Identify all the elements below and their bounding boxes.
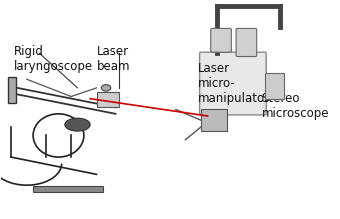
Text: Rigid
laryngoscope: Rigid laryngoscope: [14, 45, 93, 73]
Text: Laser
micro-
manipulator: Laser micro- manipulator: [198, 62, 270, 105]
Bar: [33, 186, 103, 192]
FancyBboxPatch shape: [211, 28, 231, 52]
Circle shape: [101, 85, 111, 91]
FancyBboxPatch shape: [236, 28, 257, 57]
Bar: [265, 73, 284, 99]
FancyBboxPatch shape: [200, 52, 266, 115]
Text: Stereo
microscope: Stereo microscope: [261, 92, 329, 120]
Ellipse shape: [65, 118, 90, 131]
Ellipse shape: [33, 114, 84, 157]
Bar: [201, 110, 226, 131]
Bar: [8, 77, 16, 103]
Text: Laser
beam: Laser beam: [97, 45, 130, 73]
Bar: [97, 92, 119, 107]
